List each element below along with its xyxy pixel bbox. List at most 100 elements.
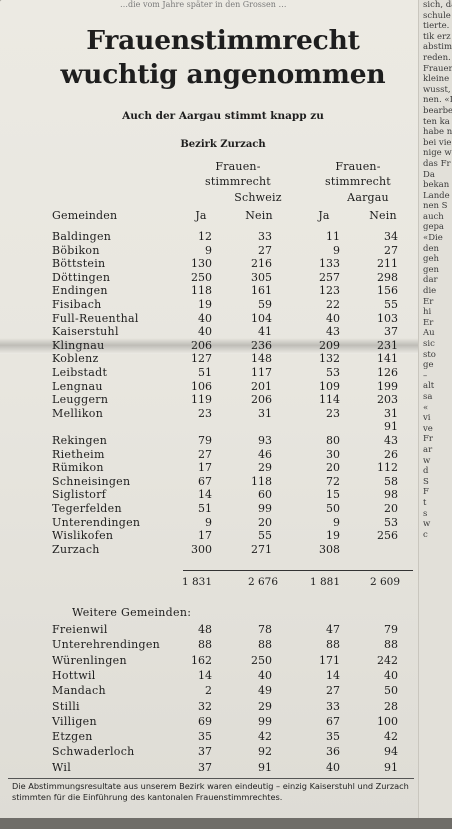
table-row: Wislikofen 17 55 19 256 xyxy=(28,530,418,542)
municipality-name: Fisibach xyxy=(52,298,102,311)
municipality-name: Wislikofen xyxy=(52,529,114,543)
ag-ja-cell: 36 xyxy=(326,745,340,759)
adjacent-column-line: Frauen xyxy=(423,63,452,74)
municipality-name: Rümikon xyxy=(52,461,104,475)
ag-ja-cell: 132 xyxy=(319,352,340,366)
municipality-name: Stilli xyxy=(52,699,80,713)
table-row: Full-Reuenthal 40 104 40 103 xyxy=(28,311,418,325)
adjacent-column-line: sto xyxy=(423,349,436,360)
municipality-name: Schwaderloch xyxy=(52,745,135,759)
adjacent-column-line: kleine xyxy=(423,74,450,85)
table-row: Baldingen 12 33 11 34 xyxy=(28,231,418,243)
header-ag-line1: Frauen- xyxy=(335,160,381,173)
ag-ja-cell: 40 xyxy=(326,760,340,774)
weitere-table-row: Etzgen 35 42 35 42 xyxy=(28,731,418,743)
adjacent-column-line: dar xyxy=(423,275,438,286)
ch-nein-cell: 91 xyxy=(258,760,272,774)
ag-nein-cell: 26 xyxy=(384,447,398,461)
ch-ja-cell: 17 xyxy=(198,529,212,543)
ch-ja-cell: 14 xyxy=(198,488,212,502)
header-ch-nein: Nein xyxy=(245,209,273,222)
ag-ja-cell: 50 xyxy=(326,502,340,515)
adjacent-column-line: bearbe xyxy=(423,105,452,116)
ag-nein-cell: 256 xyxy=(377,529,398,543)
adjacent-column-line: schule xyxy=(423,10,451,21)
adjacent-column-line: ve xyxy=(423,423,433,434)
weitere-table-row: Villigen 69 99 67 100 xyxy=(28,714,418,728)
ch-nein-cell: 117 xyxy=(251,366,272,379)
ag-ja-cell: 257 xyxy=(319,270,340,284)
ch-ja-cell: 300 xyxy=(191,542,212,556)
ch-ja-cell: 37 xyxy=(198,760,212,774)
ag-nein-cell: 34 xyxy=(384,230,398,243)
ch-nein-cell: 161 xyxy=(251,284,272,298)
ch-nein-cell: 99 xyxy=(258,502,272,515)
ch-nein-cell: 55 xyxy=(258,529,272,543)
adjacent-column-line: wusst, xyxy=(423,84,451,95)
ch-ja-cell: 2 xyxy=(205,684,212,698)
adjacent-column-line: sic xyxy=(423,339,435,349)
ag-ja-cell: 43 xyxy=(326,325,340,339)
table-row: Böttstein 130 216 133 211 xyxy=(28,258,418,270)
ag-nein-cell: 141 xyxy=(377,352,398,366)
ag-nein-cell: 94 xyxy=(384,745,398,759)
ag-ja-cell: 14 xyxy=(326,668,340,682)
ch-ja-cell: 119 xyxy=(191,393,212,407)
table-row: Böbikon 9 27 9 27 xyxy=(28,244,418,257)
ag-nein-cell: 37 xyxy=(384,325,398,339)
ch-nein-cell: 42 xyxy=(258,730,272,744)
total-ch-nein: 2 676 xyxy=(247,576,278,588)
weitere-table-row: Mandach 2 49 27 50 xyxy=(28,685,418,697)
adjacent-column-line: reden. xyxy=(423,52,451,63)
ag-ja-cell: 171 xyxy=(319,653,340,667)
header-ag-scope: Aargau xyxy=(347,191,389,204)
ag-ja-cell: 114 xyxy=(319,393,340,407)
municipality-name: Endingen xyxy=(52,284,108,298)
header-ag-line2: stimmrecht xyxy=(325,175,391,188)
ag-nein-cell: 112 xyxy=(377,461,398,475)
ag-nein-cell: 211 xyxy=(377,257,398,271)
ag-nein-cell: 100 xyxy=(377,714,398,728)
adjacent-column-line: alt xyxy=(423,381,435,392)
ag-ja-cell: 19 xyxy=(326,529,340,543)
table-row: Klingnau 206 236 209 231 xyxy=(28,339,418,352)
adjacent-column-line: den xyxy=(423,243,439,254)
table-row: 91 xyxy=(28,421,418,433)
ag-nein-cell: 79 xyxy=(384,623,398,636)
ch-ja-cell: 32 xyxy=(198,699,212,713)
weitere-table-row: Würenlingen 162 250 171 242 xyxy=(28,653,418,667)
municipality-name: Rietheim xyxy=(52,447,105,461)
ch-nein-cell: 46 xyxy=(258,447,272,461)
headline-line-2: wuchtig angenommen xyxy=(60,59,386,90)
table-row: Endingen 118 161 123 156 xyxy=(28,285,418,297)
ch-nein-cell: 41 xyxy=(258,325,272,339)
table-row: Fisibach 19 59 22 55 xyxy=(28,299,418,311)
adjacent-column-line: « xyxy=(423,402,429,413)
ch-ja-cell: 12 xyxy=(198,230,212,243)
ch-ja-cell: 23 xyxy=(198,406,212,420)
municipality-name: Rekingen xyxy=(52,434,108,447)
municipality-name: Hottwil xyxy=(52,668,96,682)
municipality-name: Kaiserstuhl xyxy=(52,325,119,339)
ch-nein-cell: 206 xyxy=(251,393,272,407)
table-row: Rümikon 17 29 20 112 xyxy=(28,462,418,474)
header-ch-ja: Ja xyxy=(195,209,207,222)
table-row: Rietheim 27 46 30 26 xyxy=(28,447,418,461)
ag-ja-cell: 30 xyxy=(326,447,340,461)
ch-ja-cell: 37 xyxy=(198,745,212,759)
municipality-name: Tegerfelden xyxy=(52,502,122,515)
adjacent-column-line: Lande xyxy=(423,190,450,201)
ag-nein-cell: 88 xyxy=(384,638,398,652)
table-row: Lengnau 106 201 109 199 xyxy=(28,380,418,393)
ch-ja-cell: 19 xyxy=(198,298,212,311)
table-row: Kaiserstuhl 40 41 43 37 xyxy=(28,326,418,338)
total-ch-ja: 1 831 xyxy=(181,576,212,588)
ch-nein-cell: 148 xyxy=(251,352,272,366)
header-ag-ja: Ja xyxy=(318,209,330,222)
ch-ja-cell: 40 xyxy=(198,311,212,325)
ch-ja-cell: 51 xyxy=(198,502,212,515)
municipality-name: Mellikon xyxy=(52,406,104,420)
ag-nein-cell: 126 xyxy=(377,366,398,379)
ch-ja-cell: 127 xyxy=(191,352,212,366)
